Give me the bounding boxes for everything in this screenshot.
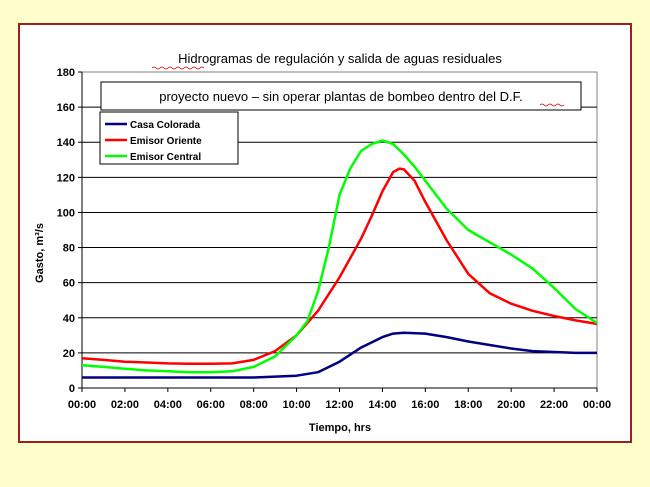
- x-tick-label: 18:00: [454, 399, 482, 411]
- y-axis-ticks: 0 20 40 60 80 100 120 140 160 180: [57, 67, 83, 395]
- x-tick-label: 14:00: [368, 399, 396, 411]
- y-tick-label: 80: [63, 243, 75, 255]
- series-line-emisor-central: [81, 139, 598, 374]
- y-tick-label: 60: [63, 278, 75, 290]
- series-line-emisor-oriente: [81, 167, 598, 366]
- chart-frame: Hidrogramas de regulación y salida de ag…: [18, 23, 632, 443]
- series-line-casa-colorada: [82, 331, 597, 379]
- series-lines: [81, 139, 598, 379]
- x-axis-label: Tiempo, hrs: [309, 422, 371, 434]
- x-tick-label: 20:00: [497, 399, 525, 411]
- y-tick-label: 40: [63, 313, 75, 325]
- y-tick-label: 120: [57, 172, 75, 184]
- legend-label: Casa Colorada: [130, 120, 200, 131]
- x-tick-label: 02:00: [111, 399, 139, 411]
- x-tick-label: 06:00: [197, 399, 225, 411]
- x-tick-label: 10:00: [283, 399, 311, 411]
- y-tick-label: 140: [57, 137, 75, 149]
- spellcheck-underline-title: [151, 66, 205, 70]
- legend-label: Emisor Oriente: [130, 136, 202, 147]
- x-tick-label: 00:00: [583, 399, 611, 411]
- x-axis-ticks: 00:00 02:00 04:00 06:00 08:00 10:00 12:00 14:00…: [68, 387, 611, 411]
- gridlines: [82, 106, 597, 354]
- x-tick-label: 04:00: [154, 399, 182, 411]
- x-tick-label: 16:00: [411, 399, 439, 411]
- y-tick-label: 20: [63, 348, 75, 360]
- x-tick-label: 12:00: [325, 399, 353, 411]
- legend: Casa Colorada Emisor Oriente Emisor Centra…: [99, 111, 239, 165]
- chart-subtitle: proyecto nuevo – sin operar plantas de b…: [159, 89, 523, 104]
- y-tick-label: 100: [57, 207, 75, 219]
- legend-label: Emisor Central: [130, 152, 201, 163]
- chart: Hidrogramas de regulación y salida de ag…: [34, 51, 611, 434]
- y-tick-label: 0: [69, 383, 75, 395]
- chart-title: Hidrogramas de regulación y salida de ag…: [178, 51, 502, 66]
- x-tick-label: 00:00: [68, 399, 96, 411]
- subtitle-box: proyecto nuevo – sin operar plantas de b…: [100, 81, 582, 111]
- x-tick-label: 22:00: [540, 399, 568, 411]
- y-tick-label: 160: [57, 102, 75, 114]
- x-tick-label: 08:00: [240, 399, 268, 411]
- y-axis-label: Gasto, m³/s: [34, 223, 46, 283]
- spellcheck-underline-subtitle: [539, 103, 565, 107]
- y-tick-label: 180: [57, 67, 75, 79]
